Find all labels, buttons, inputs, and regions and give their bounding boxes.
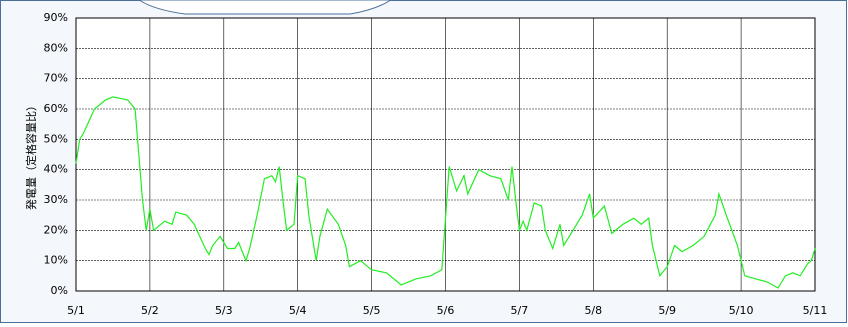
x-tick-label: 5/7	[511, 304, 529, 317]
y-tick-label: 30%	[44, 193, 68, 206]
x-tick-label: 5/10	[729, 304, 754, 317]
x-tick-label: 5/3	[215, 304, 233, 317]
y-tick-label: 70%	[44, 72, 68, 85]
x-tick-label: 5/1	[67, 304, 85, 317]
y-tick-label: 50%	[44, 132, 68, 145]
y-tick-label: 80%	[44, 41, 68, 54]
x-tick-label: 5/2	[141, 304, 159, 317]
y-tick-label: 10%	[44, 254, 68, 267]
panel-notch	[139, 0, 391, 15]
x-tick-label: 5/6	[437, 304, 455, 317]
y-tick-label: 40%	[44, 163, 68, 176]
x-tick-label: 5/9	[658, 304, 676, 317]
x-tick-label: 5/5	[363, 304, 381, 317]
x-tick-label: 5/4	[289, 304, 307, 317]
x-tick-label: 5/11	[803, 304, 828, 317]
y-axis-label: 発電量（定格容量比）	[24, 100, 38, 210]
y-tick-label: 20%	[44, 223, 68, 236]
y-tick-label: 0%	[51, 284, 68, 297]
data-line	[75, 96, 816, 289]
x-tick-label: 5/8	[584, 304, 602, 317]
y-tick-label: 90%	[44, 11, 68, 24]
y-tick-label: 60%	[44, 102, 68, 115]
